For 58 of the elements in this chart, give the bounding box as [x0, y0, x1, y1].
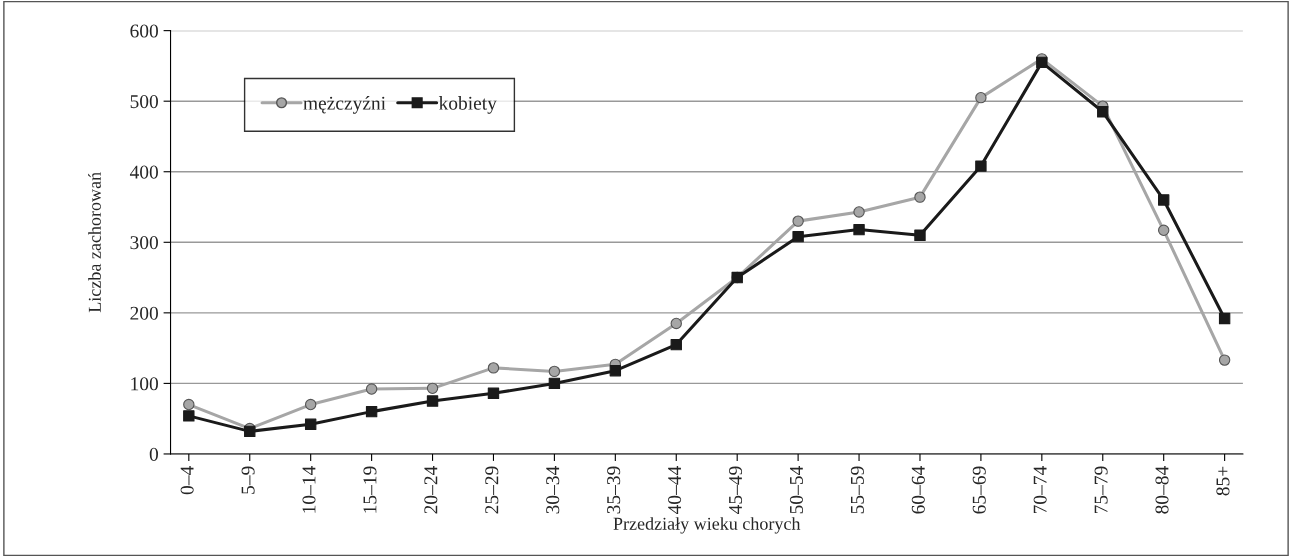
point: [426, 395, 439, 407]
point: [975, 91, 987, 104]
x-tick-label: 70–74: [1033, 466, 1047, 514]
point: [487, 362, 500, 374]
x-tick-label: 0–4: [180, 466, 194, 495]
point: [304, 398, 317, 411]
point: [548, 365, 561, 378]
point: [426, 382, 439, 395]
x-tick-label: 40–44: [668, 466, 682, 514]
point: [1157, 224, 1170, 237]
point: [975, 160, 987, 172]
point: [914, 229, 926, 241]
y-axis-title: Liczba zachorowań: [88, 172, 101, 313]
point: [487, 387, 500, 399]
y-tick-label: 0: [149, 447, 158, 461]
legend-label: kobiety: [438, 96, 497, 114]
y-tick-label: 100: [131, 377, 158, 391]
point: [365, 405, 378, 418]
x-tick-label: 10–14: [302, 466, 316, 513]
point: [1036, 56, 1048, 69]
y-tick-label: 600: [130, 24, 158, 38]
point: [792, 215, 804, 227]
x-tick-label: 55–59: [850, 466, 864, 514]
x-tick-label: 60–64: [911, 466, 925, 514]
point: [183, 410, 195, 422]
legend-label: mężczyźni: [303, 96, 386, 114]
point: [670, 317, 682, 330]
x-tick-label: 80–84: [1155, 466, 1169, 514]
point: [853, 223, 865, 236]
x-tick-label: 5–9: [241, 466, 255, 494]
point: [1218, 354, 1231, 366]
point: [1157, 194, 1170, 206]
x-tick-label: 25–29: [485, 466, 499, 514]
x-tick-label: 50–54: [789, 466, 803, 514]
y-tick-label: 400: [129, 165, 158, 179]
point: [792, 230, 804, 243]
x-tick-label: 75–79: [1094, 466, 1108, 514]
y-tick-label: 300: [130, 236, 158, 250]
y-tick-label: 200: [130, 306, 158, 320]
point: [1218, 312, 1231, 325]
x-tick-label: 85+: [1216, 466, 1230, 496]
point: [670, 338, 682, 351]
x-tick-label: 30–34: [546, 466, 560, 514]
point: [365, 383, 378, 395]
point: [609, 364, 622, 377]
x-tick-label: 15–19: [363, 466, 377, 513]
point: [183, 398, 195, 411]
point: [853, 206, 865, 218]
x-tick-label: 65–69: [972, 466, 986, 514]
x-axis-title: Przedziały wieku chorych: [613, 517, 801, 534]
point: [914, 191, 926, 203]
point: [548, 377, 561, 390]
x-tick-label: 45–49: [728, 466, 743, 514]
y-tick-label: 500: [130, 95, 158, 109]
point: [304, 418, 317, 431]
point: [1097, 106, 1109, 118]
x-tick-label: 35–39: [607, 466, 621, 514]
x-tick-label: 20–24: [424, 466, 438, 514]
